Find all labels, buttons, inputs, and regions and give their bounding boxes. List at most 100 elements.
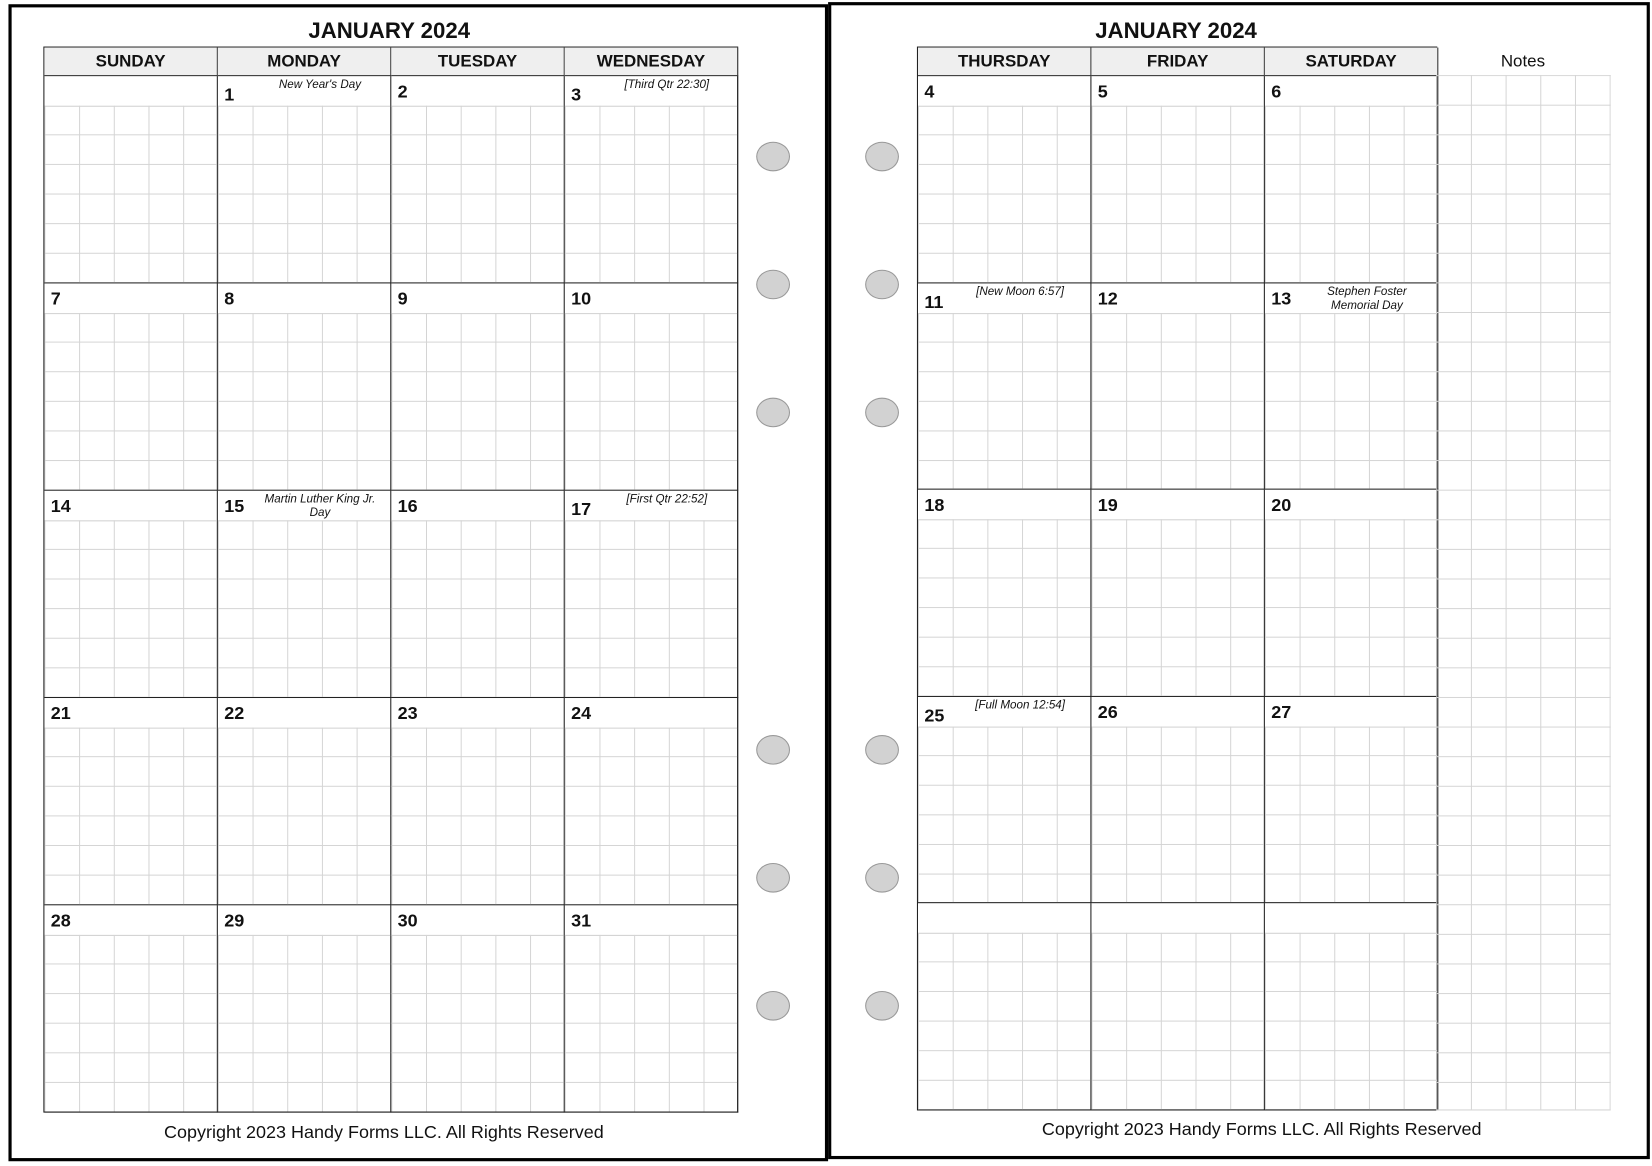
writing-grid — [44, 727, 217, 905]
day-header-wednesday: WEDNESDAY — [564, 47, 739, 77]
right-copyright: Copyright 2023 Handy Forms LLC. All Righ… — [1041, 1118, 1482, 1140]
date-number: 29 — [224, 910, 245, 931]
notes-area[interactable] — [1436, 75, 1611, 1111]
date-band: 7 — [44, 283, 217, 315]
date-number: 20 — [1271, 495, 1292, 516]
writing-grid — [217, 313, 391, 490]
date-band: 12 — [1091, 283, 1264, 314]
date-number: 17 — [571, 499, 592, 520]
day-cell[interactable]: 26 — [1091, 696, 1265, 904]
writing-grid — [917, 312, 1091, 489]
day-cell[interactable]: 25 [Full Moon 12:54] — [917, 696, 1092, 904]
writing-grid — [391, 727, 564, 905]
day-cell[interactable] — [44, 76, 218, 284]
day-cell[interactable]: 28 — [44, 905, 218, 1113]
day-cell[interactable]: 27 — [1264, 696, 1439, 904]
date-band: 24 — [564, 698, 738, 729]
writing-grid — [217, 934, 391, 1112]
day-header-friday: FRIDAY — [1091, 47, 1265, 77]
date-number: 21 — [50, 703, 71, 724]
date-number: 24 — [571, 703, 592, 724]
date-band: 3 [Third Qtr 22:30] — [564, 76, 738, 107]
day-cell[interactable] — [917, 903, 1092, 1111]
writing-grid — [391, 313, 564, 490]
writing-grid — [917, 726, 1091, 903]
date-number: 16 — [397, 496, 418, 517]
day-cell[interactable] — [1264, 903, 1439, 1111]
day-cell[interactable]: 11 [New Moon 6:57] — [917, 283, 1092, 490]
day-cell[interactable]: 12 — [1091, 283, 1265, 490]
date-band: 28 — [44, 905, 217, 936]
writing-grid — [564, 313, 738, 490]
date-number: 10 — [571, 288, 592, 309]
writing-grid — [1091, 726, 1264, 903]
date-number: 26 — [1097, 702, 1118, 723]
date-band: 17 [First Qtr 22:52] — [564, 491, 738, 522]
date-number: 9 — [397, 288, 408, 309]
date-band: 16 — [391, 491, 564, 522]
day-cell[interactable]: 17 [First Qtr 22:52] — [564, 490, 739, 699]
day-cell[interactable] — [1091, 903, 1265, 1111]
day-cell[interactable]: 9 — [391, 283, 565, 491]
day-cell[interactable]: 1 New Year's Day — [217, 76, 392, 284]
day-cell[interactable]: 18 — [917, 489, 1092, 697]
date-band: 25 [Full Moon 12:54] — [917, 697, 1091, 728]
day-cell[interactable]: 24 — [564, 698, 739, 906]
day-cell[interactable]: 23 — [391, 698, 565, 906]
day-cell[interactable]: 4 — [917, 76, 1092, 284]
writing-grid — [564, 934, 738, 1112]
day-cell[interactable]: 7 — [44, 283, 218, 491]
date-band: 6 — [1264, 76, 1438, 107]
day-cell[interactable]: 19 — [1091, 489, 1265, 697]
date-band: 15 Martin Luther King Jr. Day — [217, 491, 391, 522]
day-cell[interactable]: 8 — [217, 283, 392, 491]
date-number: 4 — [924, 81, 935, 102]
writing-grid — [1091, 312, 1264, 489]
day-cell[interactable]: 13 Stephen Foster Memorial Day — [1264, 283, 1439, 490]
date-band — [1264, 904, 1438, 935]
right-calendar-grid: THURSDAY FRIDAY SATURDAY 4 5 6 11 [New Moon 6:5… — [916, 46, 1439, 1111]
date-band: 31 — [564, 905, 738, 936]
binder-hole — [756, 735, 791, 765]
day-cell[interactable]: 30 — [391, 905, 565, 1113]
event-label: Stephen Foster Memorial Day — [1327, 285, 1407, 312]
writing-grid — [44, 520, 217, 697]
left-page — [8, 4, 829, 1162]
event-label: [New Moon 6:57] — [976, 285, 1065, 298]
left-calendar-grid: SUNDAY MONDAY TUESDAY WEDNESDAY 1 New Year's … — [43, 46, 739, 1113]
date-number: 30 — [397, 910, 418, 931]
date-band: 2 — [391, 76, 564, 107]
day-cell[interactable]: 10 — [564, 283, 739, 491]
day-cell[interactable]: 5 — [1091, 76, 1265, 284]
date-number: 25 — [924, 705, 945, 726]
day-cell[interactable]: 31 — [564, 905, 739, 1113]
day-cell[interactable]: 22 — [217, 698, 392, 906]
day-cell[interactable]: 21 — [44, 698, 218, 906]
day-cell[interactable]: 29 — [217, 905, 392, 1113]
date-band: 13 Stephen Foster Memorial Day — [1264, 283, 1438, 314]
event-label: [First Qtr 22:52] — [626, 492, 708, 506]
day-header-tuesday: TUESDAY — [391, 47, 565, 77]
day-cell[interactable]: 14 — [44, 490, 218, 699]
day-cell[interactable]: 2 — [391, 76, 565, 284]
writing-grid — [1091, 933, 1264, 1110]
date-band: 22 — [217, 698, 391, 729]
writing-grid — [44, 313, 217, 490]
binder-hole — [865, 863, 899, 893]
writing-grid — [44, 105, 217, 283]
date-number: 12 — [1097, 288, 1118, 309]
day-cell[interactable]: 16 — [391, 490, 565, 699]
day-cell[interactable]: 15 Martin Luther King Jr. Day — [217, 490, 392, 699]
date-number: 5 — [1097, 81, 1108, 102]
day-cell[interactable]: 6 — [1264, 76, 1439, 284]
date-number: 8 — [224, 288, 235, 309]
day-cell[interactable]: 20 — [1264, 489, 1439, 697]
date-number: 22 — [224, 703, 245, 724]
writing-grid — [564, 105, 738, 283]
date-band: 20 — [1264, 490, 1438, 521]
date-band: 11 [New Moon 6:57] — [917, 283, 1091, 314]
writing-grid — [1264, 105, 1438, 282]
date-number: 7 — [50, 288, 61, 309]
writing-grid — [1264, 726, 1438, 903]
day-cell[interactable]: 3 [Third Qtr 22:30] — [564, 76, 739, 284]
